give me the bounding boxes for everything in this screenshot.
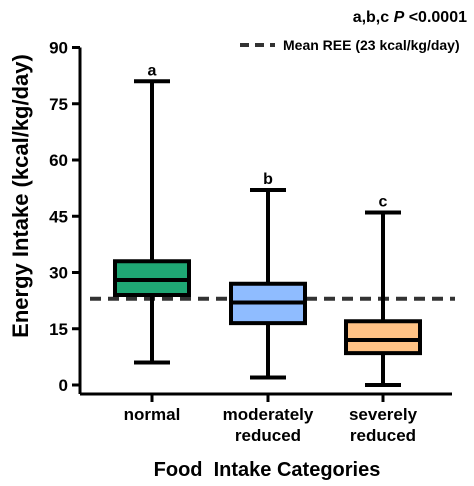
significance-letter: a (148, 62, 157, 79)
x-category-label: normal (124, 405, 181, 424)
y-tick-label: 15 (49, 320, 68, 339)
legend-label: Mean REE (23 kcal/kg/day) (283, 37, 460, 53)
y-tick-label: 75 (49, 95, 68, 114)
axes: 0 15 30 45 60 75 90 normal moderately reduced seve… (49, 39, 452, 445)
x-category-label: reduced (350, 426, 416, 445)
iqr-box (344, 319, 422, 356)
y-axis-label: Energy Intake (kcal/kg/day) (8, 54, 33, 338)
y-tick-label: 60 (49, 151, 68, 170)
significance-suffix: <0.0001 (404, 9, 467, 26)
x-category-label: severely (349, 405, 418, 424)
x-category-label: reduced (235, 426, 301, 445)
boxes-group: a b c (113, 62, 422, 387)
y-tick-label: 90 (49, 39, 68, 58)
box-1: b (229, 171, 307, 380)
y-tick-label: 0 (59, 376, 68, 395)
significance-letter: c (379, 194, 388, 211)
significance-letter: b (263, 171, 273, 188)
y-tick-label: 30 (49, 264, 68, 283)
x-axis-label: Food Intake Categories (154, 459, 381, 481)
significance-p: P (394, 9, 405, 26)
box-2: c (344, 194, 422, 387)
significance-prefix: a,b,c (353, 9, 394, 26)
x-category-label: moderately (223, 405, 314, 424)
box-0: a (113, 62, 191, 365)
significance-note: a,b,c P <0.0001 (353, 9, 467, 26)
y-tick-label: 45 (49, 207, 68, 226)
